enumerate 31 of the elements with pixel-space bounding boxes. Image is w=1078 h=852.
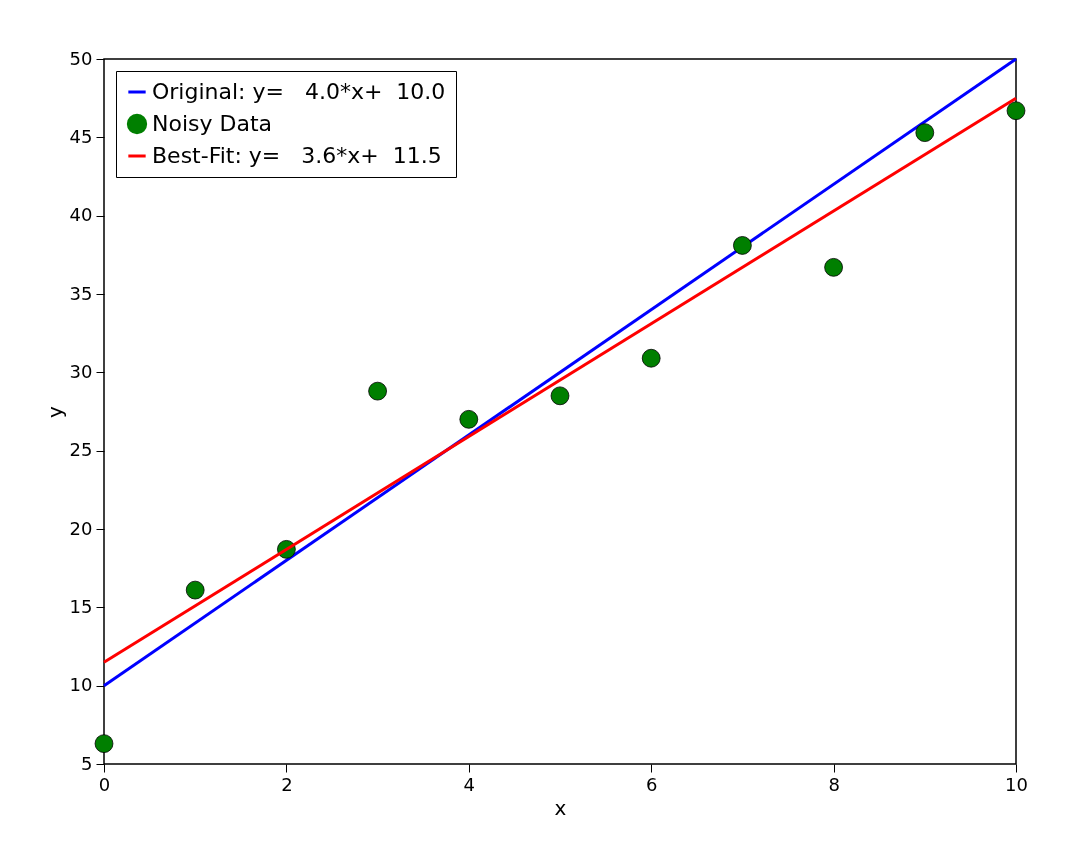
point [459, 410, 479, 429]
point [368, 381, 387, 401]
legend-label: Noisy Data [152, 111, 273, 136]
point [824, 258, 843, 277]
y-tick-label: 45 [69, 125, 93, 147]
y-tick-label: 25 [69, 439, 93, 461]
y-tick-label: 5 [81, 752, 93, 774]
point [915, 123, 935, 142]
x-tick-label: 0 [98, 773, 111, 795]
x-tick-label: 10 [1005, 773, 1028, 795]
legend-label: Best-Fit: y= 3.6*x+ 11.5 [152, 143, 442, 168]
y-axis-title: y [42, 405, 67, 418]
y-tick-label: 20 [69, 517, 93, 539]
x-tick-label: 2 [281, 773, 293, 795]
x-tick-label: 6 [645, 773, 658, 795]
y-tick-label: 10 [69, 674, 93, 696]
point [733, 236, 752, 255]
x-tick-label: 8 [828, 773, 840, 795]
y-tick-label: 40 [69, 204, 93, 226]
point [185, 580, 205, 600]
point [641, 348, 661, 368]
x-axis-title: x [554, 795, 567, 820]
point [94, 734, 114, 753]
point [550, 386, 570, 406]
y-tick-label: 15 [69, 595, 93, 617]
x-tick-label: 4 [463, 773, 476, 795]
point [1006, 101, 1026, 121]
y-tick-label: 30 [69, 360, 93, 382]
y-tick-label: 50 [69, 47, 93, 69]
legend-label: Original: y= 4.0*x+ 10.0 [152, 79, 446, 104]
y-tick-label: 35 [69, 282, 93, 304]
